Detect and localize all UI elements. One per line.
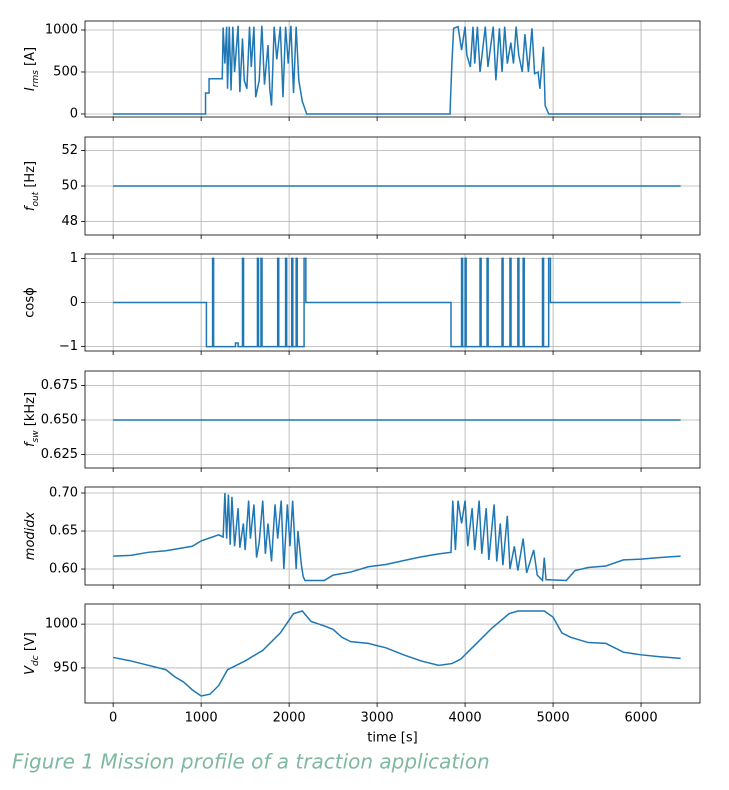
axes-frame — [84, 603, 701, 704]
y-axis-label-part: V — [23, 665, 38, 675]
data-line — [113, 610, 681, 697]
y-axis-label-part: rms — [31, 70, 41, 87]
y-axis-label-part: f — [23, 440, 38, 447]
data-line — [113, 257, 681, 348]
y-axis-label: fout [Hz] — [23, 161, 41, 211]
x-tick-label: 4000 — [449, 711, 482, 726]
y-tick-label: 0.625 — [41, 447, 78, 462]
x-tick-label: 1000 — [185, 711, 218, 726]
y-tick-label: 0.60 — [49, 562, 78, 577]
y-axis-label-part: [A] — [23, 47, 38, 70]
y-axis-label-part: modidx — [23, 511, 38, 560]
x-tick-label: 3000 — [361, 711, 394, 726]
y-axis-label-part: [Hz] — [23, 161, 38, 192]
y-tick-label: 0.650 — [41, 412, 78, 427]
caption: Figure 1 Mission profile of a traction a… — [12, 750, 490, 774]
y-tick-label: 0.675 — [41, 378, 78, 393]
x-tick-label: 6000 — [625, 711, 658, 726]
y-tick-label: 0 — [70, 295, 78, 310]
y-axis-label-part: [V] — [23, 632, 38, 655]
y-tick-label: 0.70 — [49, 486, 78, 501]
x-tick-label: 0 — [109, 711, 117, 726]
axes-frame — [84, 136, 701, 236]
y-axis-label-part: [kHz] — [23, 392, 38, 430]
y-tick-label: −1 — [59, 339, 78, 354]
axes-frame — [84, 486, 701, 586]
y-tick-label: 1 — [70, 251, 78, 266]
y-tick-label: 500 — [53, 64, 78, 79]
axes-frame — [84, 253, 701, 352]
y-tick-label: 1000 — [45, 22, 78, 37]
y-axis-label-part: I — [23, 87, 38, 91]
y-tick-label: 52 — [61, 143, 78, 158]
y-axis-label: fsw [kHz] — [23, 392, 41, 447]
x-tick-label: 2000 — [273, 711, 306, 726]
data-line — [113, 492, 681, 583]
y-axis-label-part: dc — [31, 655, 41, 666]
y-tick-label: 0 — [70, 106, 78, 121]
data-line — [113, 25, 681, 115]
y-tick-label: 950 — [53, 660, 78, 675]
y-tick-label: 1000 — [45, 617, 78, 632]
axes-frame — [84, 370, 701, 469]
y-axis-label: modidx — [23, 511, 38, 560]
y-axis-label-part: out — [31, 191, 41, 206]
axes-frame — [84, 20, 701, 118]
y-axis-label: cosϕ — [23, 287, 38, 317]
y-axis-label-part: sw — [31, 430, 41, 443]
y-axis-label: Vdc [V] — [23, 632, 41, 675]
y-tick-label: 50 — [61, 179, 78, 194]
y-tick-label: 0.65 — [49, 524, 78, 539]
y-axis-label: Irms [A] — [23, 47, 41, 91]
x-tick-label: 5000 — [537, 711, 570, 726]
y-axis-label-part: f — [23, 204, 38, 211]
y-tick-label: 48 — [61, 214, 78, 229]
x-axis-label: time [s] — [367, 731, 417, 746]
